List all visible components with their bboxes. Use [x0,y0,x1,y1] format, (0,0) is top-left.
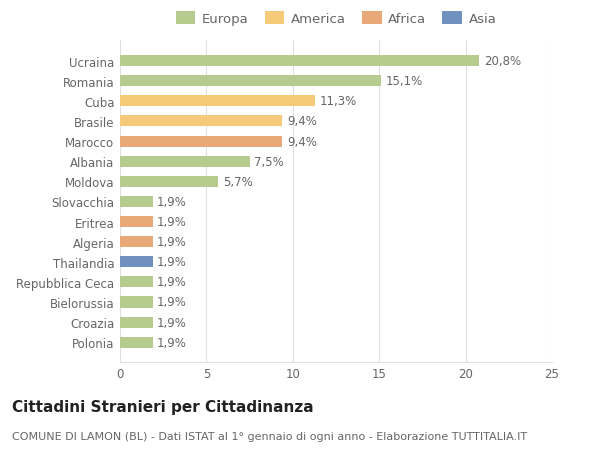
Bar [120,96,315,107]
Text: 11,3%: 11,3% [320,95,357,108]
Bar [120,317,153,328]
Bar [120,76,381,87]
Text: 1,9%: 1,9% [157,336,187,349]
Bar [120,176,218,187]
Text: 7,5%: 7,5% [254,155,284,168]
Text: 1,9%: 1,9% [157,316,187,329]
Text: 1,9%: 1,9% [157,256,187,269]
Bar [120,297,153,308]
Text: COMUNE DI LAMON (BL) - Dati ISTAT al 1° gennaio di ogni anno - Elaborazione TUTT: COMUNE DI LAMON (BL) - Dati ISTAT al 1° … [12,431,527,442]
Legend: Europa, America, Africa, Asia: Europa, America, Africa, Asia [173,9,499,28]
Bar [120,217,153,228]
Bar [120,196,153,207]
Bar [120,56,479,67]
Bar [120,257,153,268]
Text: 1,9%: 1,9% [157,276,187,289]
Bar [120,236,153,248]
Text: 9,4%: 9,4% [287,135,317,148]
Bar [120,116,283,127]
Bar [120,156,250,168]
Text: 1,9%: 1,9% [157,296,187,309]
Text: 1,9%: 1,9% [157,216,187,229]
Text: 20,8%: 20,8% [484,55,521,68]
Text: 1,9%: 1,9% [157,235,187,249]
Text: 9,4%: 9,4% [287,115,317,128]
Text: Cittadini Stranieri per Cittadinanza: Cittadini Stranieri per Cittadinanza [12,399,314,414]
Bar [120,277,153,288]
Bar [120,337,153,348]
Bar [120,136,283,147]
Text: 15,1%: 15,1% [385,75,422,88]
Text: 5,7%: 5,7% [223,175,253,188]
Text: 1,9%: 1,9% [157,196,187,208]
